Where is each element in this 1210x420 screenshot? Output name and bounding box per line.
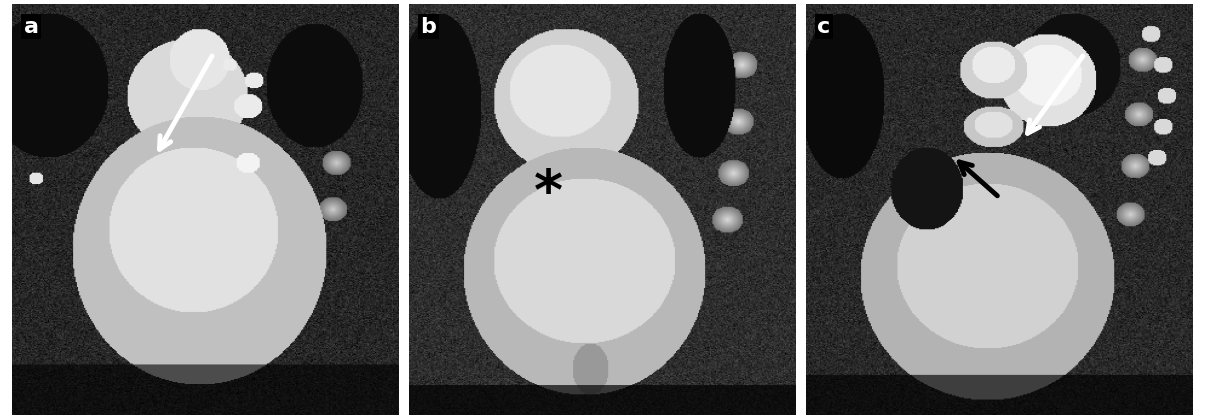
Text: a: a (24, 16, 39, 37)
Text: c: c (818, 16, 831, 37)
Text: b: b (421, 16, 437, 37)
Text: *: * (534, 167, 563, 220)
